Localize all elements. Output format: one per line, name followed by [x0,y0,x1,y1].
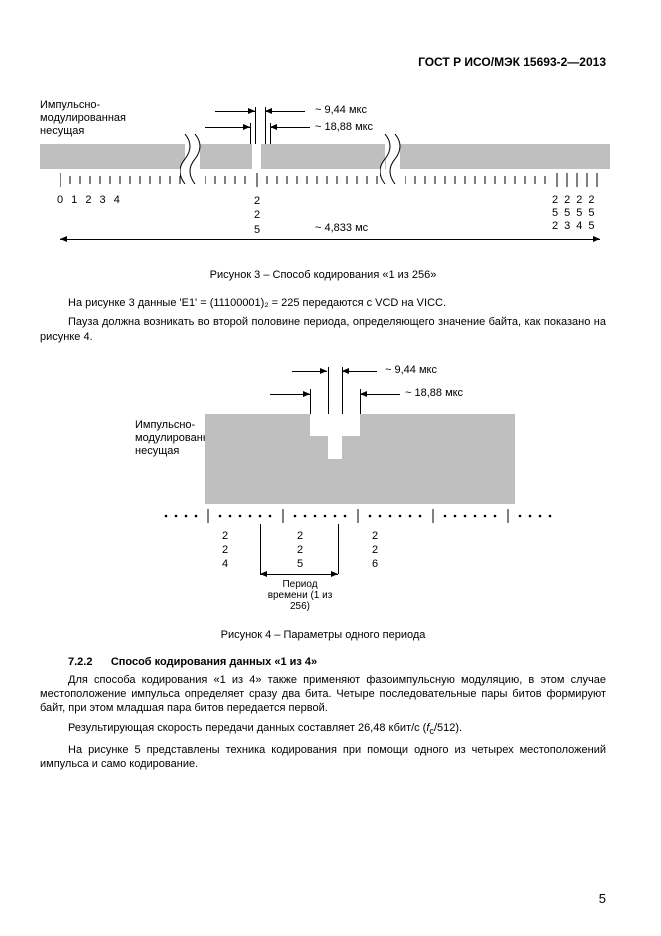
tick-num: 2 [576,194,588,206]
dim-line [342,367,343,417]
total-time-arrow [60,239,600,240]
figure-4: Импульсно-модулированная несущая ~ 9,44 … [40,359,606,619]
dim-line [328,367,329,417]
dim-arrow [270,127,310,128]
tick-num: 2 [564,194,576,206]
page-number: 5 [599,891,606,906]
col-num: 6 [372,558,378,570]
tick-num: 2 [552,194,564,206]
fig4-caption: Рисунок 4 – Параметры одного периода [40,629,606,641]
paragraph: На рисунке 5 представлены техника кодиро… [40,743,606,772]
col-num: 4 [222,558,228,570]
ticks [205,173,385,189]
col-num: 2 [297,544,303,556]
figure-3: Импульсно-модулированная несущая ~ 9,44 … [40,99,606,259]
tick-num: 4 [576,220,588,232]
time-label: ~ 9,44 мкс [385,364,437,376]
dim-arrow [205,127,250,128]
time-label: ~ 4,833 мс [315,222,368,234]
tick-num: 5 [576,207,588,219]
ticks [60,173,185,189]
carrier-label-3: Импульсно-модулированная несущая [40,99,140,139]
col-num: 2 [372,530,378,542]
time-label: ~ 9,44 мкс [315,104,367,116]
dim-line [255,107,256,147]
period-arrow [260,574,338,575]
time-label: ~ 18,88 мкс [315,121,373,133]
col-num: 2 [372,544,378,556]
col-num: 2 [297,530,303,542]
tick-num: 5 [564,207,576,219]
paragraph: Результирующая скорость передачи данных … [40,721,606,738]
time-label: ~ 18,88 мкс [405,387,463,399]
tick-num: 5 [254,224,260,236]
section-title-text: Способ кодирования данных «1 из 4» [111,656,317,668]
fig3-caption: Рисунок 3 – Способ кодирования «1 из 256… [40,269,606,281]
ticks [405,173,605,189]
dim-arrow [270,394,310,395]
tick-num: 2 [254,209,260,221]
tick-num: 5 [588,207,600,219]
dim-arrow [292,371,327,372]
dim-arrow [342,371,377,372]
dim-arrow [215,111,255,112]
tick-num: 2 [552,220,564,232]
dim-line [338,524,339,574]
col-num: 2 [222,530,228,542]
tick-num: 2 [588,194,600,206]
tick-num: 3 [564,220,576,232]
paragraph: Для способа кодирования «1 из 4» также п… [40,673,606,716]
section-num: 7.2.2 [68,656,92,668]
dim-arrow [360,394,400,395]
section-heading: 7.2.2 Способ кодирования данных «1 из 4» [40,656,606,668]
col-num: 5 [297,558,303,570]
tick-num: 5 [552,207,564,219]
waveform-bar [40,144,606,169]
dim-line [265,107,266,147]
paragraph: Пауза должна возникать во второй половин… [40,315,606,344]
dim-line [260,524,261,574]
tick-num: 5 [588,220,600,232]
period-label: Период времени (1 из 256) [265,579,335,612]
dim-arrow [265,111,305,112]
tick-num: 2 [254,195,260,207]
paragraph: На рисунке 3 данные 'E1' = (11100001)₂ =… [40,296,606,310]
doc-header: ГОСТ Р ИСО/МЭК 15693-2—2013 [40,55,606,69]
col-num: 2 [222,544,228,556]
dots-row [160,509,580,523]
tick-nums-left: 0 1 2 3 4 [57,194,122,206]
waveform-bar-4 [205,414,515,504]
dim-line [310,389,311,417]
